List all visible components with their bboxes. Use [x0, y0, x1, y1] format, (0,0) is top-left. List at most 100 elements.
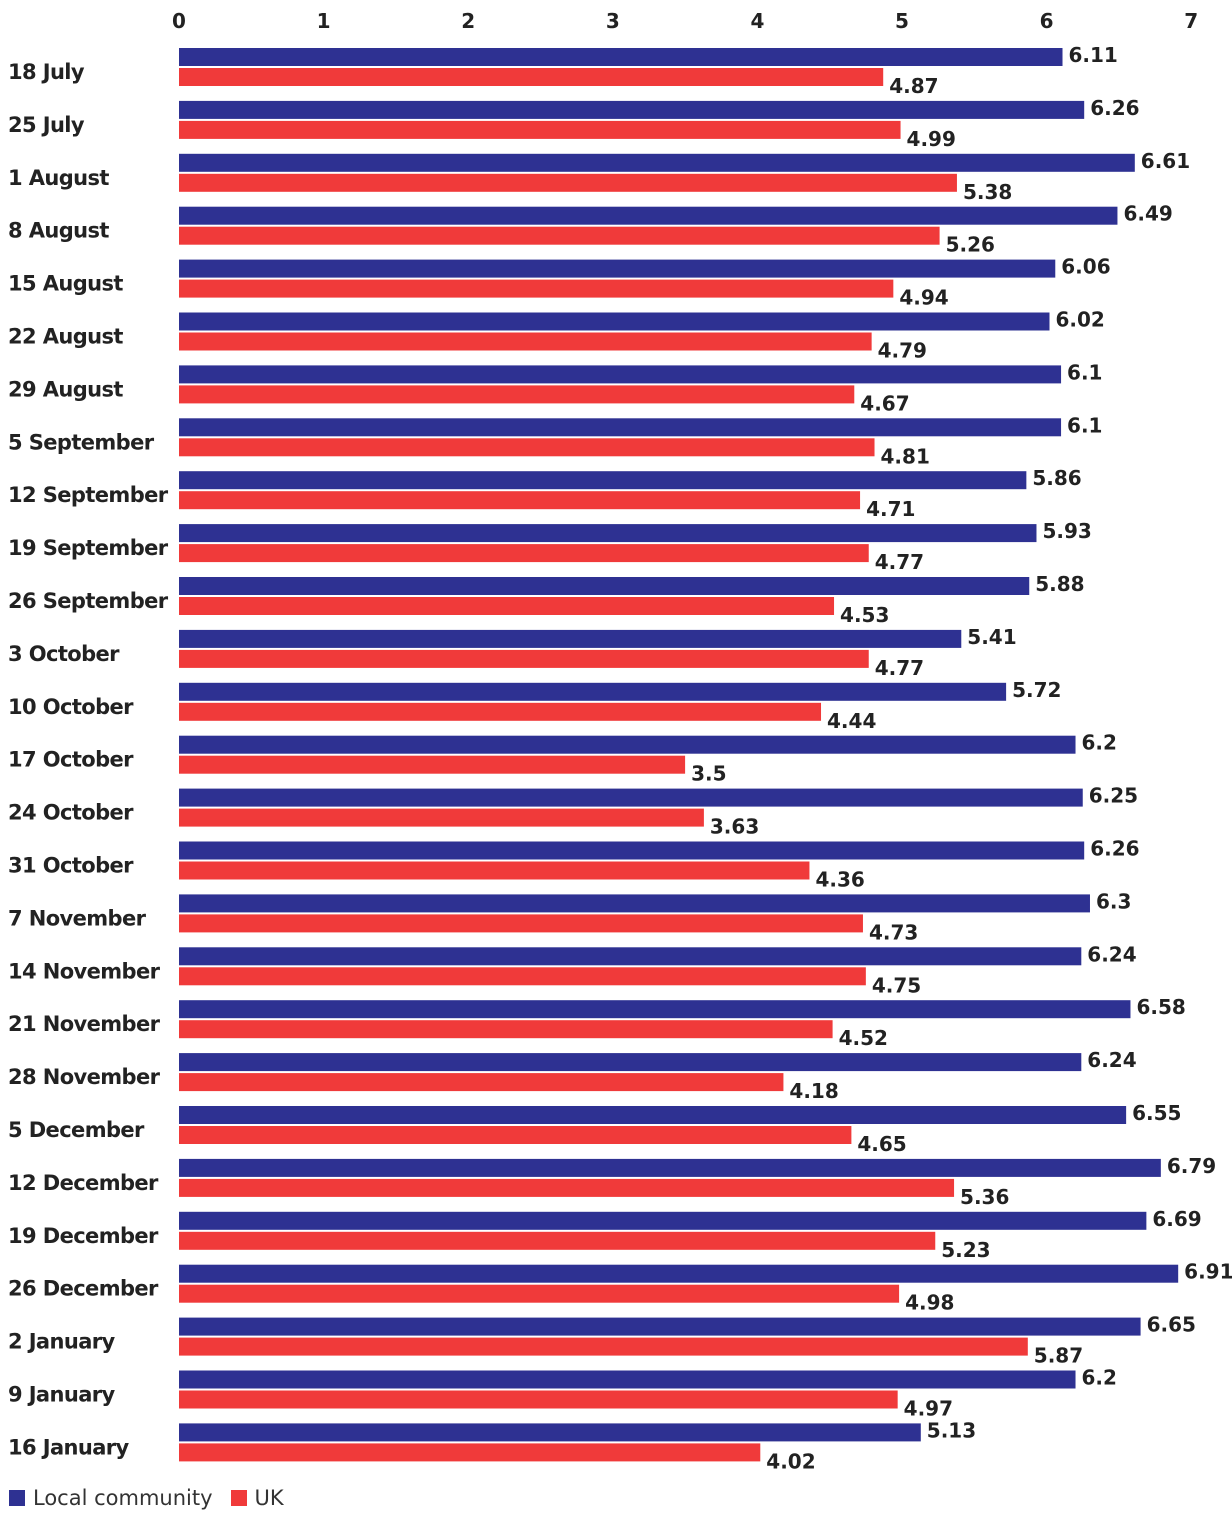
value-label: 4.94	[899, 286, 948, 310]
value-label: 6.02	[1055, 308, 1104, 332]
x-tick-label: 3	[606, 9, 620, 33]
legend-item-local-community: Local community	[9, 1486, 213, 1510]
category-label: 25 July	[8, 113, 85, 137]
value-label: 4.97	[904, 1397, 953, 1421]
bar-local-community	[179, 1264, 1179, 1283]
bar-local-community	[179, 577, 1030, 595]
bar-local-community	[179, 312, 1050, 331]
bar-uk	[179, 544, 869, 563]
bar-local-community	[179, 100, 1085, 119]
value-label: 4.77	[875, 550, 924, 574]
bar-uk	[179, 120, 901, 139]
bar-uk	[179, 226, 940, 245]
bar-local-community	[179, 947, 1082, 966]
value-label: 6.49	[1123, 202, 1172, 226]
x-tick-label: 6	[1040, 9, 1054, 33]
bar-local-community	[179, 1370, 1076, 1389]
bar-uk	[179, 1284, 900, 1303]
bar-uk	[179, 808, 704, 827]
bar-local-community	[179, 735, 1076, 754]
bar-uk	[179, 1020, 833, 1039]
value-label: 6.3	[1096, 889, 1131, 913]
category-label: 24 October	[8, 801, 134, 825]
value-label: 6.25	[1089, 784, 1138, 808]
bar-local-community	[179, 365, 1062, 384]
value-label: 4.02	[766, 1449, 815, 1473]
value-label: 5.36	[960, 1185, 1009, 1209]
bar-local-community	[179, 788, 1083, 807]
value-label: 5.87	[1034, 1344, 1083, 1368]
x-tick-label: 2	[461, 9, 475, 33]
bar-local-community	[179, 206, 1118, 225]
value-label: 4.75	[872, 973, 921, 997]
bar-uk	[179, 1231, 936, 1250]
value-label: 6.26	[1090, 96, 1139, 120]
bar-local-community	[179, 418, 1062, 437]
value-label: 5.38	[963, 180, 1012, 204]
value-label: 6.1	[1067, 413, 1102, 437]
value-label: 6.2	[1082, 1366, 1117, 1390]
bar-uk	[179, 597, 835, 615]
category-label: 8 August	[8, 219, 109, 243]
category-labels: 18 July 25 July 1 August 8 August 15 August 2…	[8, 60, 169, 1459]
bar-uk	[179, 1443, 761, 1462]
value-label: 4.99	[907, 127, 956, 151]
bar-local-community	[179, 471, 1027, 490]
bar-local-community	[179, 1106, 1127, 1124]
category-label: 28 November	[8, 1065, 161, 1089]
category-label: 2 January	[8, 1330, 116, 1354]
bar-uk	[179, 173, 957, 192]
x-tick-label: 1	[317, 9, 331, 33]
value-label: 5.88	[1035, 572, 1084, 596]
x-tick-label: 7	[1184, 9, 1198, 33]
category-label: 3 October	[8, 642, 120, 666]
category-label: 5 December	[8, 1118, 145, 1142]
category-label: 26 September	[8, 589, 169, 613]
category-label: 1 August	[8, 166, 109, 190]
bar-local-community	[179, 48, 1063, 66]
value-label: 6.24	[1087, 1048, 1136, 1072]
bar-local-community	[179, 841, 1085, 860]
value-label: 6.58	[1136, 995, 1185, 1019]
value-label: 3.63	[710, 815, 759, 839]
bar-local-community	[179, 682, 1007, 701]
value-label: 4.44	[827, 709, 876, 733]
value-label: 3.5	[691, 762, 726, 786]
value-label: 4.77	[875, 656, 924, 680]
value-label: 4.71	[866, 497, 915, 521]
bar-uk	[179, 438, 875, 457]
value-label: 6.65	[1147, 1313, 1196, 1337]
bar-uk	[179, 755, 686, 774]
category-label: 12 December	[8, 1171, 159, 1195]
bar-local-community	[179, 1423, 921, 1442]
value-label: 6.26	[1090, 837, 1139, 861]
x-axis-ticks: 0 1 2 3 4 5 6 7	[172, 9, 1198, 33]
bar-uk	[179, 1390, 898, 1409]
value-label: 5.13	[927, 1418, 976, 1442]
value-label: 4.81	[881, 444, 930, 468]
bar-uk	[179, 1337, 1028, 1356]
category-label: 17 October	[8, 748, 134, 772]
bar-uk	[179, 649, 869, 668]
value-label: 6.55	[1132, 1101, 1181, 1125]
value-label: 5.41	[967, 625, 1016, 649]
bar-uk	[179, 861, 810, 880]
bar-uk	[179, 332, 872, 351]
value-label: 6.91	[1184, 1260, 1232, 1284]
bar-uk	[179, 914, 863, 933]
category-label: 31 October	[8, 854, 134, 878]
category-label: 22 August	[8, 325, 123, 349]
category-label: 15 August	[8, 272, 123, 296]
value-label: 4.18	[789, 1079, 838, 1103]
bar-local-community	[179, 1053, 1082, 1072]
value-label: 6.2	[1082, 731, 1117, 755]
value-label: 4.53	[840, 603, 889, 627]
bar-local-community	[179, 1317, 1141, 1336]
value-label: 6.61	[1141, 149, 1190, 173]
bar-local-community	[179, 524, 1037, 543]
bar-uk	[179, 68, 884, 86]
legend-label-local-community: Local community	[33, 1486, 213, 1510]
value-label: 4.52	[839, 1026, 888, 1050]
bar-uk	[179, 279, 894, 298]
category-label: 10 October	[8, 695, 134, 719]
